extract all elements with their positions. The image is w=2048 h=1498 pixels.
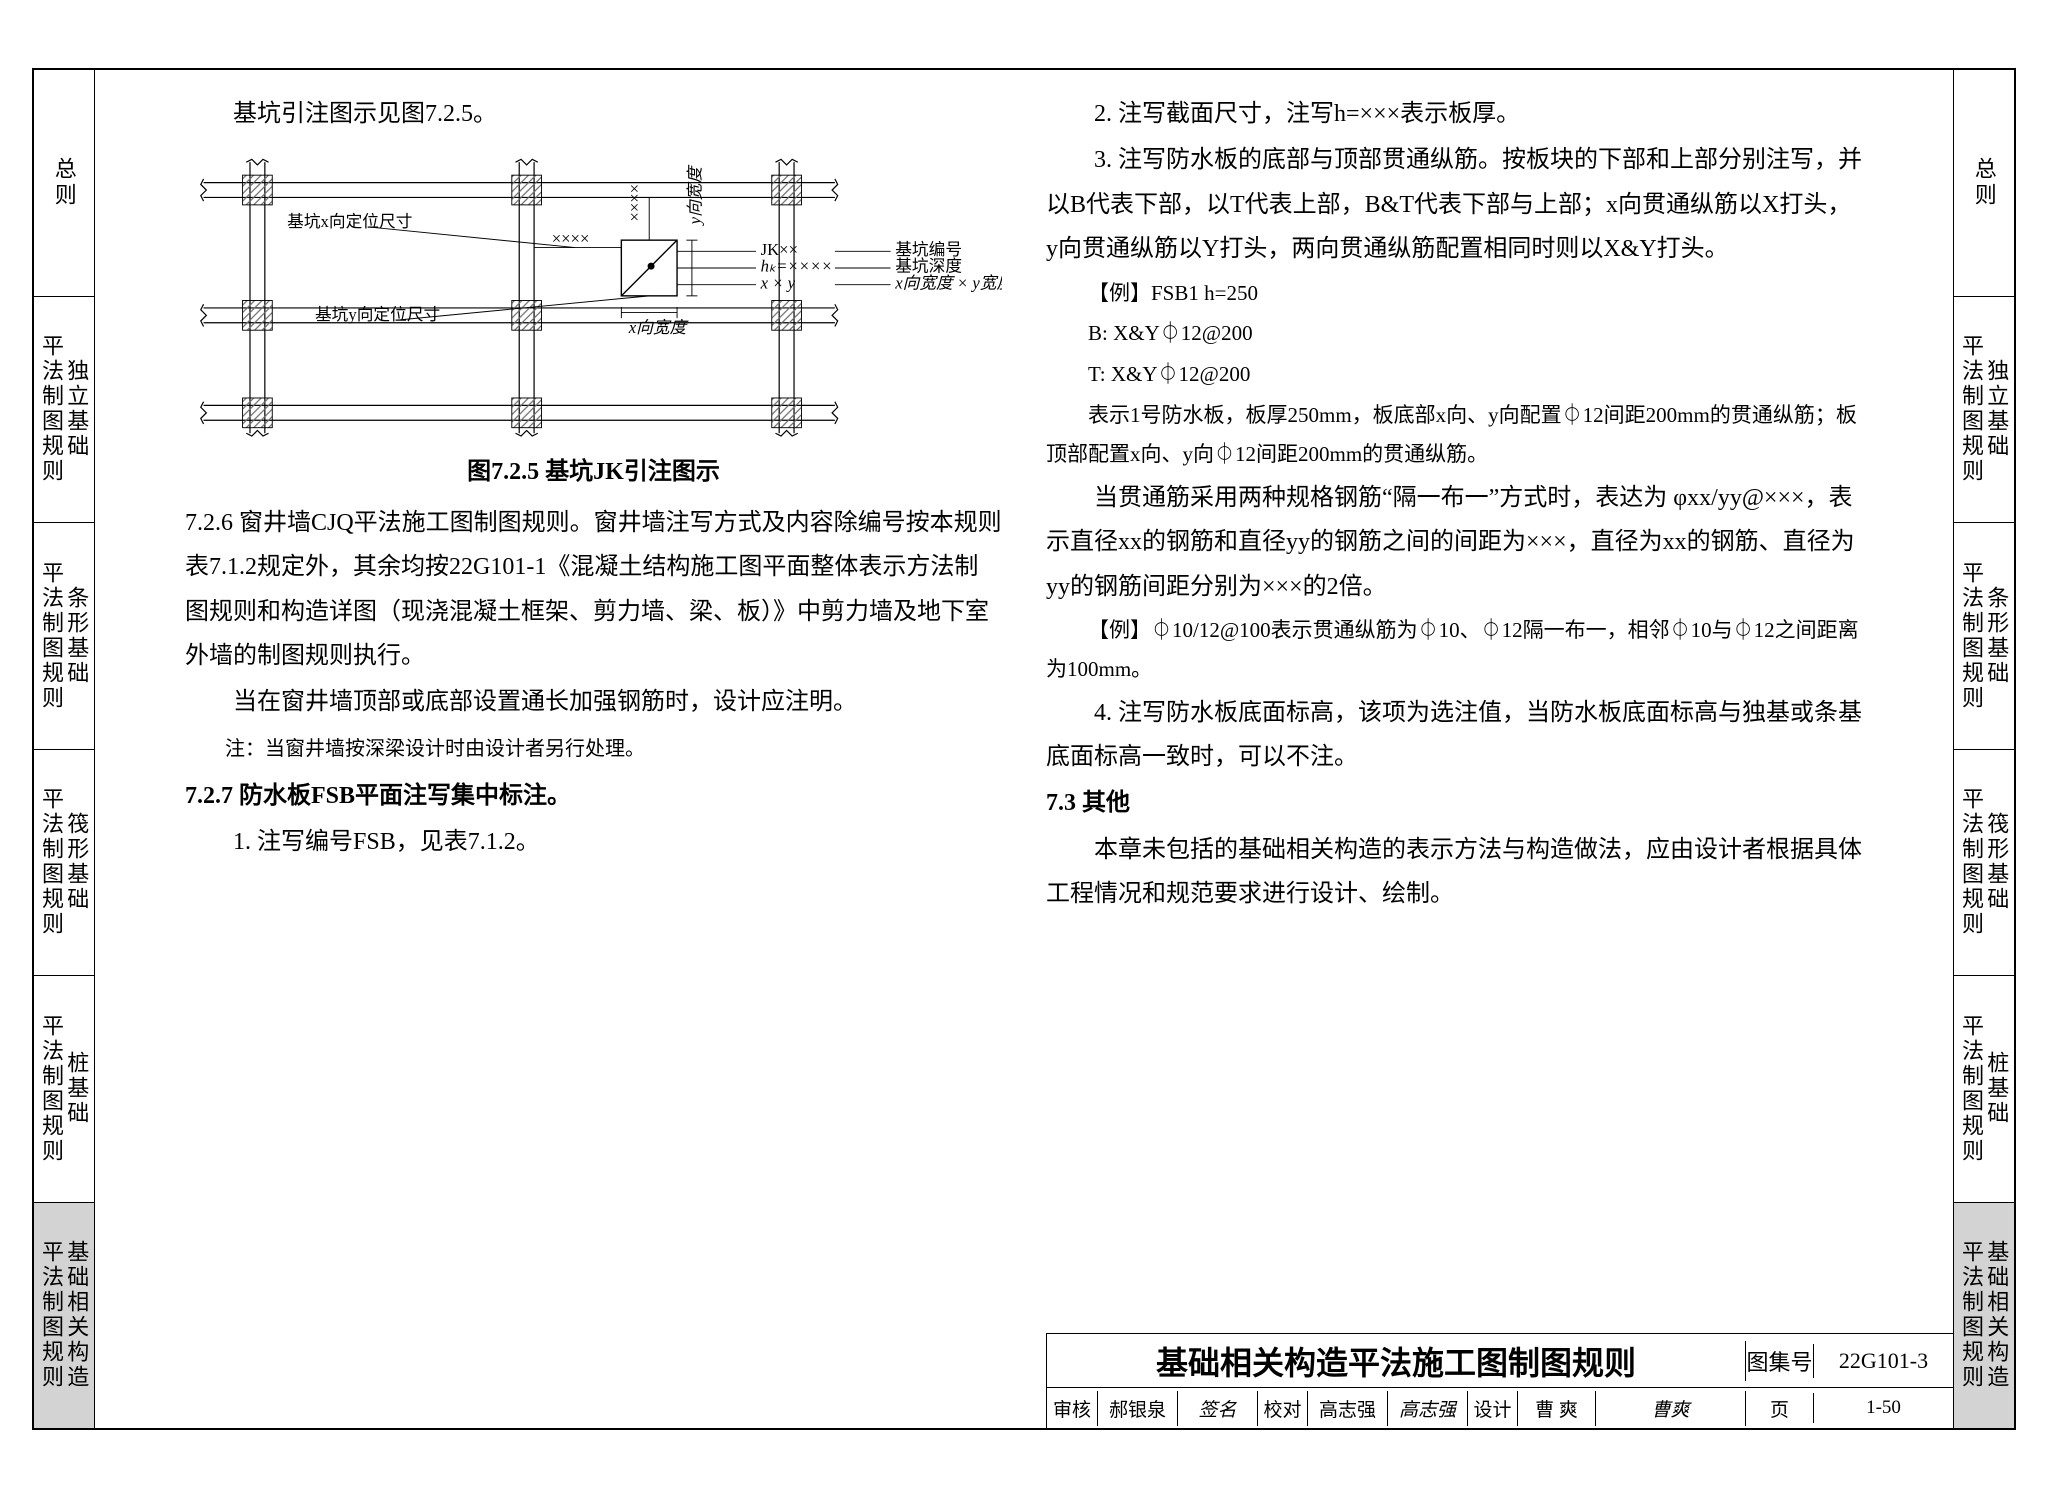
proof-name: 高志强 [1307, 1391, 1387, 1426]
ex1-b: B: X&Y⏀12@200 [1046, 314, 1863, 353]
tab-strip: 平法制图规则 条形基础 [34, 523, 94, 750]
p-7-2-6: 7.2.6 窗井墙CJQ平法施工图制图规则。窗井墙注写方式及内容除编号按本规则表… [185, 501, 1002, 679]
tab-raft: 平法制图规则 筏形基础 [34, 750, 94, 977]
h-7-3: 7.3 其他 [1046, 781, 1863, 825]
tab-main: 桩基础 [1984, 1051, 2009, 1126]
tab-general: 总则 [34, 70, 94, 297]
left-tabs: 总则 平法制图规则 独立基础 平法制图规则 条形基础 平法制图规则 筏形基础 平… [34, 70, 94, 1428]
book-label: 图集号 [1745, 1341, 1813, 1381]
tab-strip-r: 平法制图规则 条形基础 [1954, 523, 2014, 750]
note-7-2-6: 注：当窗井墙按深梁设计时由设计者另行处理。 [185, 731, 1002, 768]
tab-main: 条形基础 [1984, 586, 2009, 686]
tab-main: 桩基础 [64, 1051, 89, 1126]
tab-label: 总则 [1970, 157, 1998, 209]
title-block: 基础相关构造平法施工图制图规则 图集号 22G101-3 审核 郝银泉 签名 校… [1046, 1333, 1953, 1428]
tab-sub: 平法制图规则 [1959, 787, 1984, 937]
tab-main: 条形基础 [64, 586, 89, 686]
fig-x-width: x向宽度 [628, 318, 689, 337]
tab-sub: 平法制图规则 [1959, 334, 1984, 484]
tab-sub: 平法制图规则 [39, 1014, 64, 1164]
tab-sub: 平法制图规则 [39, 334, 64, 484]
tab-sub: 平法制图规则 [1959, 561, 1984, 711]
tab-raft-r: 平法制图规则 筏形基础 [1954, 750, 2014, 977]
proof-signature: 高志强 [1387, 1391, 1467, 1426]
tab-independent-r: 平法制图规则 独立基础 [1954, 297, 2014, 524]
tab-main: 筏形基础 [1984, 812, 2009, 912]
fig-dim-xxxx-v: ×××× [625, 184, 644, 222]
ex1-text: 表示1号防水板，板厚250mm，板底部x向、y向配置⏀12间距200mm的贯通纵… [1046, 396, 1863, 474]
figure-caption: 图7.2.5 基坑JK引注图示 [185, 450, 1002, 494]
title-row-1: 基础相关构造平法施工图制图规则 图集号 22G101-3 [1047, 1334, 1953, 1388]
p-7-2-7-1: 1. 注写编号FSB，见表7.1.2。 [185, 820, 1002, 864]
tab-sub: 平法制图规则 [1959, 1014, 1984, 1164]
book-number: 22G101-3 [1813, 1344, 1953, 1378]
audit-name: 郝银泉 [1097, 1391, 1177, 1426]
fig-xy-span: x向宽度 × y宽度 [894, 274, 1002, 293]
ex2: 【例】⏀10/12@100表示贯通纵筋为⏀10、⏀12隔一布一，相邻⏀10与⏀1… [1046, 611, 1863, 689]
p-4: 4. 注写防水板底面标高，该项为选注值，当防水板底面标高与独基或条基底面标高一致… [1046, 691, 1863, 780]
p-mix: 当贯通筋采用两种规格钢筋“隔一布一”方式时，表达为 φxx/yy@×××，表示直… [1046, 476, 1863, 609]
tab-sub: 平法制图规则 [39, 1240, 64, 1390]
proof-label: 校对 [1257, 1391, 1307, 1426]
tab-related: 平法制图规则 基础相关构造 [34, 1203, 94, 1429]
ex1-label: 【例】FSB1 h=250 [1046, 274, 1863, 313]
tab-main: 基础相关构造 [64, 1240, 89, 1390]
figure-7-2-5: ×××× ×××× 基坑x向定位尺寸 基坑y向定位尺寸 y向宽度 x向宽度 JK… [185, 144, 1002, 444]
tab-related-r: 平法制图规则 基础相关构造 [1954, 1203, 2014, 1429]
p-7-3: 本章未包括的基础相关构造的表示方法与构造做法，应由设计者根据具体工程情况和规范要… [1046, 828, 1863, 917]
tab-label: 总则 [50, 157, 78, 209]
p-7-2-6-b: 当在窗井墙顶部或底部设置通长加强钢筋时，设计应注明。 [185, 680, 1002, 724]
tab-main: 基础相关构造 [1984, 1240, 2009, 1390]
p-7-2-7: 7.2.7 防水板FSB平面注写集中标注。 [185, 774, 1002, 818]
title-row-2: 审核 郝银泉 签名 校对 高志强 高志强 设计 曹 爽 曹爽 页 1-50 [1047, 1388, 1953, 1428]
audit-label: 审核 [1047, 1391, 1097, 1426]
tab-main: 独立基础 [64, 359, 89, 459]
tab-sub: 平法制图规则 [39, 787, 64, 937]
design-name: 曹 爽 [1517, 1391, 1595, 1426]
tab-general-r: 总则 [1954, 70, 2014, 297]
audit-signature: 签名 [1177, 1391, 1257, 1426]
tab-pile: 平法制图规则 桩基础 [34, 976, 94, 1203]
content: 基坑引注图示见图7.2.5。 [185, 90, 1863, 1408]
tab-pile-r: 平法制图规则 桩基础 [1954, 976, 2014, 1203]
fig-y-loc: 基坑y向定位尺寸 [315, 305, 440, 324]
design-signature: 曹爽 [1595, 1391, 1745, 1426]
tab-sub: 平法制图规则 [1959, 1240, 1984, 1390]
right-column: 2. 注写截面尺寸，注写h=×××表示板厚。 3. 注写防水板的底部与顶部贯通纵… [1046, 90, 1863, 1408]
document-title: 基础相关构造平法施工图制图规则 [1047, 1334, 1745, 1388]
tab-main: 筏形基础 [64, 812, 89, 912]
tab-independent: 平法制图规则 独立基础 [34, 297, 94, 524]
fig-y-width: y向宽度 [685, 165, 704, 227]
page-frame: 总则 平法制图规则 独立基础 平法制图规则 条形基础 平法制图规则 筏形基础 平… [32, 68, 2016, 1430]
page-label: 页 [1745, 1391, 1813, 1426]
page-number: 1-50 [1813, 1393, 1953, 1423]
right-tabs: 总则 平法制图规则 独立基础 平法制图规则 条形基础 平法制图规则 筏形基础 平… [1954, 70, 2014, 1428]
figure-svg: ×××× ×××× 基坑x向定位尺寸 基坑y向定位尺寸 y向宽度 x向宽度 JK… [185, 144, 1002, 444]
left-column: 基坑引注图示见图7.2.5。 [185, 90, 1002, 1408]
p-3: 3. 注写防水板的底部与顶部贯通纵筋。按板块的下部和上部分别注写，并以B代表下部… [1046, 138, 1863, 271]
p-2: 2. 注写截面尺寸，注写h=×××表示板厚。 [1046, 92, 1863, 136]
inner-frame: 基坑引注图示见图7.2.5。 [94, 70, 1954, 1428]
design-label: 设计 [1467, 1391, 1517, 1426]
tab-sub: 平法制图规则 [39, 561, 64, 711]
fig-dim-xxxx: ×××× [552, 229, 590, 248]
ex1-t: T: X&Y⏀12@200 [1046, 355, 1863, 394]
tab-main: 独立基础 [1984, 359, 2009, 459]
p-intro: 基坑引注图示见图7.2.5。 [185, 92, 1002, 136]
fig-xy: x × y [760, 274, 796, 293]
fig-x-loc: 基坑x向定位尺寸 [287, 213, 412, 232]
